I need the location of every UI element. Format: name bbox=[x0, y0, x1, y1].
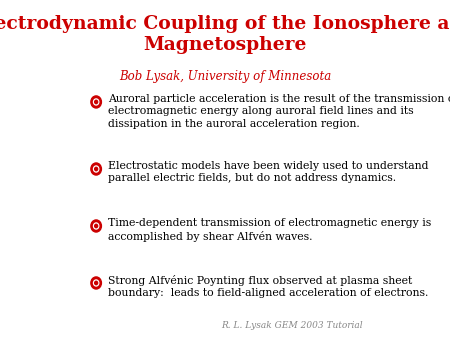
Circle shape bbox=[91, 163, 101, 175]
Circle shape bbox=[94, 280, 99, 286]
Circle shape bbox=[94, 99, 99, 105]
Text: Electrostatic models have been widely used to understand
parallel electric field: Electrostatic models have been widely us… bbox=[108, 161, 428, 184]
Circle shape bbox=[94, 100, 98, 104]
Circle shape bbox=[94, 223, 99, 229]
Circle shape bbox=[94, 224, 98, 228]
Circle shape bbox=[94, 166, 99, 172]
Text: Bob Lysak, University of Minnesota: Bob Lysak, University of Minnesota bbox=[119, 70, 331, 83]
Text: Auroral particle acceleration is the result of the transmission of
electromagnet: Auroral particle acceleration is the res… bbox=[108, 94, 450, 129]
Text: R. L. Lysak GEM 2003 Tutorial: R. L. Lysak GEM 2003 Tutorial bbox=[221, 321, 363, 330]
Circle shape bbox=[91, 96, 101, 108]
Text: Time-dependent transmission of electromagnetic energy is
accomplished by shear A: Time-dependent transmission of electroma… bbox=[108, 218, 431, 242]
Circle shape bbox=[91, 220, 101, 232]
Text: Strong Alfvénic Poynting flux observed at plasma sheet
boundary:  leads to field: Strong Alfvénic Poynting flux observed a… bbox=[108, 274, 428, 298]
Circle shape bbox=[94, 281, 98, 285]
Circle shape bbox=[91, 277, 101, 289]
Circle shape bbox=[94, 167, 98, 171]
Text: Electrodynamic Coupling of the Ionosphere and
Magnetosphere: Electrodynamic Coupling of the Ionospher… bbox=[0, 15, 450, 54]
